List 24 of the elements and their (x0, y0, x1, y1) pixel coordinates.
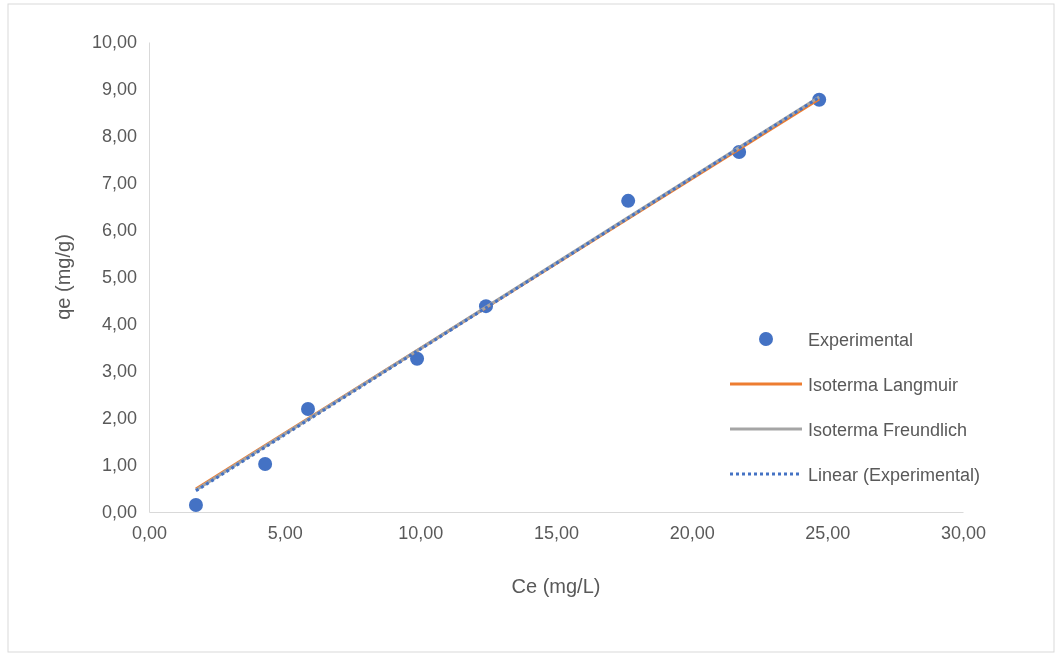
x-tick-label: 25,00 (805, 522, 851, 543)
y-tick-label: 2,00 (101, 408, 137, 429)
x-tick-label: 15,00 (533, 522, 580, 543)
legend-label: Linear (Experimental) (808, 465, 981, 485)
x-tick-label: 0,00 (131, 522, 168, 543)
y-tick-label: 5,00 (101, 267, 137, 288)
legend-label: Isoterma Langmuir (808, 375, 959, 395)
x-tick-label: 20,00 (669, 522, 715, 543)
x-tick-label: 30,00 (940, 522, 987, 543)
y-tick-label: 3,00 (101, 361, 137, 382)
x-tick-label: 10,00 (398, 522, 444, 543)
y-tick-label: 9,00 (101, 79, 137, 100)
x-axis-title: Ce (mg/L) (511, 575, 601, 597)
y-tick-label: 6,00 (101, 220, 137, 241)
legend-label: Isoterma Freundlich (808, 420, 968, 440)
y-axis-title: qe (mg/g) (52, 234, 74, 320)
x-tick-label: 5,00 (267, 522, 303, 543)
legend-label: Experimental (808, 330, 914, 350)
y-tick-label: 7,00 (101, 173, 137, 194)
y-tick-label: 8,00 (101, 126, 137, 147)
y-tick-label: 1,00 (101, 455, 137, 476)
y-tick-label: 4,00 (101, 314, 137, 335)
y-tick-label: 0,00 (101, 502, 137, 523)
y-tick-label: 10,00 (91, 32, 137, 53)
